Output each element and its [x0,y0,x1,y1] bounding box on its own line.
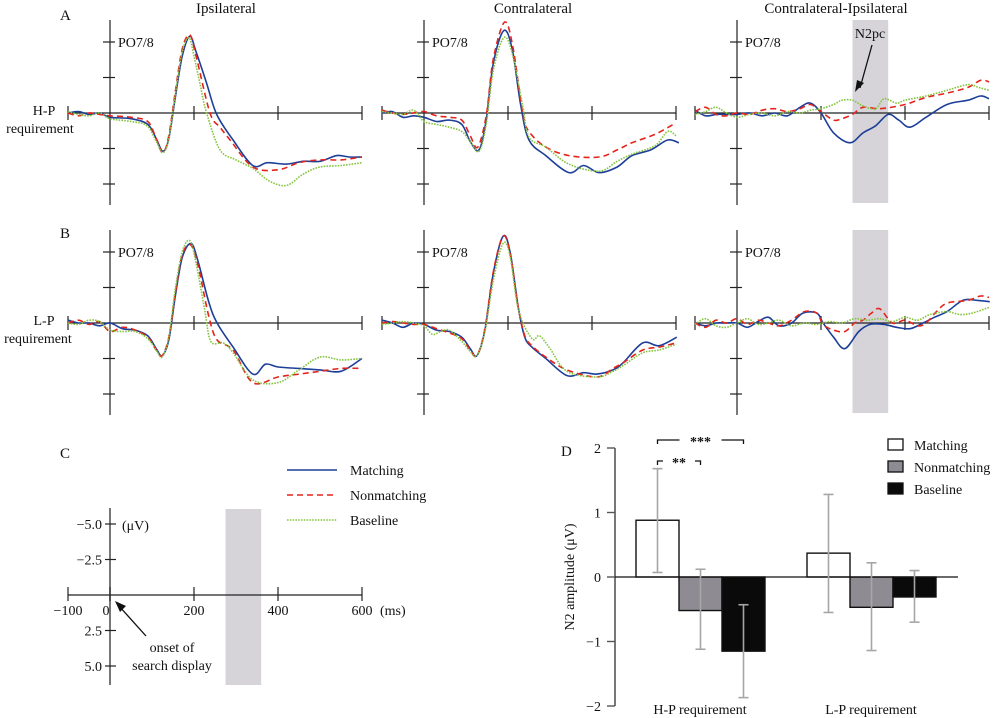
legend-label-matching: Matching [350,464,404,479]
onset-arrow-shaft [118,605,147,637]
bar-y-tick-label: −1 [586,636,601,651]
panel-b-ipsi-line-nonmatching [67,243,363,385]
bar-y-tick-label: 2 [594,442,601,457]
panel-a-contra-line-baseline [381,36,677,173]
row-label-hp-line2: requirement [6,122,74,137]
panel-b-ipsi-line-matching [67,242,363,376]
significance-bracket [656,460,702,465]
panel-a-diff-line-nonmatching [694,79,990,122]
panel-letter-a: A [60,8,71,24]
panel-a-diff-line-baseline [694,83,990,119]
panel-a-ipsi-electrode-label: PO7/8 [118,36,154,51]
scale-x-tick-label: −100 [54,604,83,619]
bar-legend-label-matching: Matching [914,439,968,454]
row-label-lp-line2: requirement [4,332,72,347]
panel-b-contra-line-nonmatching [381,234,677,378]
bar-legend-label-nonmatching: Nonmatching [914,461,990,476]
scale-y-unit: (μV) [122,519,149,534]
legend-label-nonmatching: Nonmatching [350,489,426,504]
bar-legend-swatch-baseline [887,482,904,495]
scale-x-tick-label: 0 [103,604,110,619]
n2pc-arrow-shaft [859,44,873,89]
panel-b-diff-line-matching [694,298,990,350]
panel-a-diff-electrode-label: PO7/8 [745,36,781,51]
scale-x-tick-label: 200 [184,604,205,619]
panel-b-ipsi-line-baseline [67,239,363,385]
legend-label-baseline: Baseline [350,514,398,529]
bar-legend-swatch-matching [887,438,904,451]
bar-y-tick-label: 0 [594,571,601,586]
significance-label: *** [690,435,711,450]
scale-n2pc-window [225,509,262,685]
panel-a-ipsi-line-nonmatching [67,33,363,172]
scale-x-unit: (ms) [380,604,406,619]
onset-annotation-line1: onset of [150,641,195,656]
row-label-lp-line1: L-P [34,314,55,329]
bar-legend-swatch-nonmatching [887,460,904,473]
column-title-difference: Contralateral-Ipsilateral [764,1,907,17]
panel-b-diff-line-nonmatching [694,295,990,333]
panel-letter-c: C [60,446,70,462]
n2pc-label: N2pc [855,27,885,42]
significance-label: ** [672,456,686,471]
panel-a-diff-line-matching [694,95,990,144]
row-label-hp-line1: H-P [33,104,56,119]
scale-y-tick-label: −5.0 [77,518,102,533]
panel-a-diff-n2pc-window [852,20,889,203]
panel-letter-b: B [60,226,70,242]
scale-y-tick-label: 2.5 [85,625,103,640]
panel-a-ipsi-line-baseline [67,36,363,187]
bar-category-label-hp: H-P requirement [653,703,746,718]
onset-arrow-head [115,601,126,612]
panel-b-ipsi-electrode-label: PO7/8 [118,246,154,261]
bar-legend-label-baseline: Baseline [914,483,962,498]
bar-y-tick-label: −2 [586,700,601,715]
panel-a-contra-line-matching [381,29,680,174]
column-title-ipsilateral: Ipsilateral [196,1,256,17]
panel-a-ipsi-line-matching [67,35,363,168]
n2pc-arrow-head [855,80,864,92]
scale-y-tick-label: −2.5 [77,554,102,569]
panel-b-contra-line-matching [381,234,678,377]
significance-bracket [656,439,745,444]
bar-y-tick-label: 1 [594,507,601,522]
bar-y-axis-label: N2 amplitude (μV) [563,523,578,630]
column-title-contralateral: Contralateral [494,1,572,17]
panel-b-contra-electrode-label: PO7/8 [432,246,468,261]
scale-x-tick-label: 400 [268,604,289,619]
panel-a-contra-electrode-label: PO7/8 [432,36,468,51]
panel-b-diff-electrode-label: PO7/8 [745,246,781,261]
scale-y-tick-label: 5.0 [85,660,103,675]
panel-a-contra-line-nonmatching [381,21,677,159]
panel-b-diff-n2pc-window [852,230,889,413]
onset-annotation-line2: search display [132,659,212,674]
bar-category-label-lp: L-P requirement [825,703,917,718]
panel-letter-d: D [561,444,572,460]
scale-x-tick-label: 600 [352,604,373,619]
